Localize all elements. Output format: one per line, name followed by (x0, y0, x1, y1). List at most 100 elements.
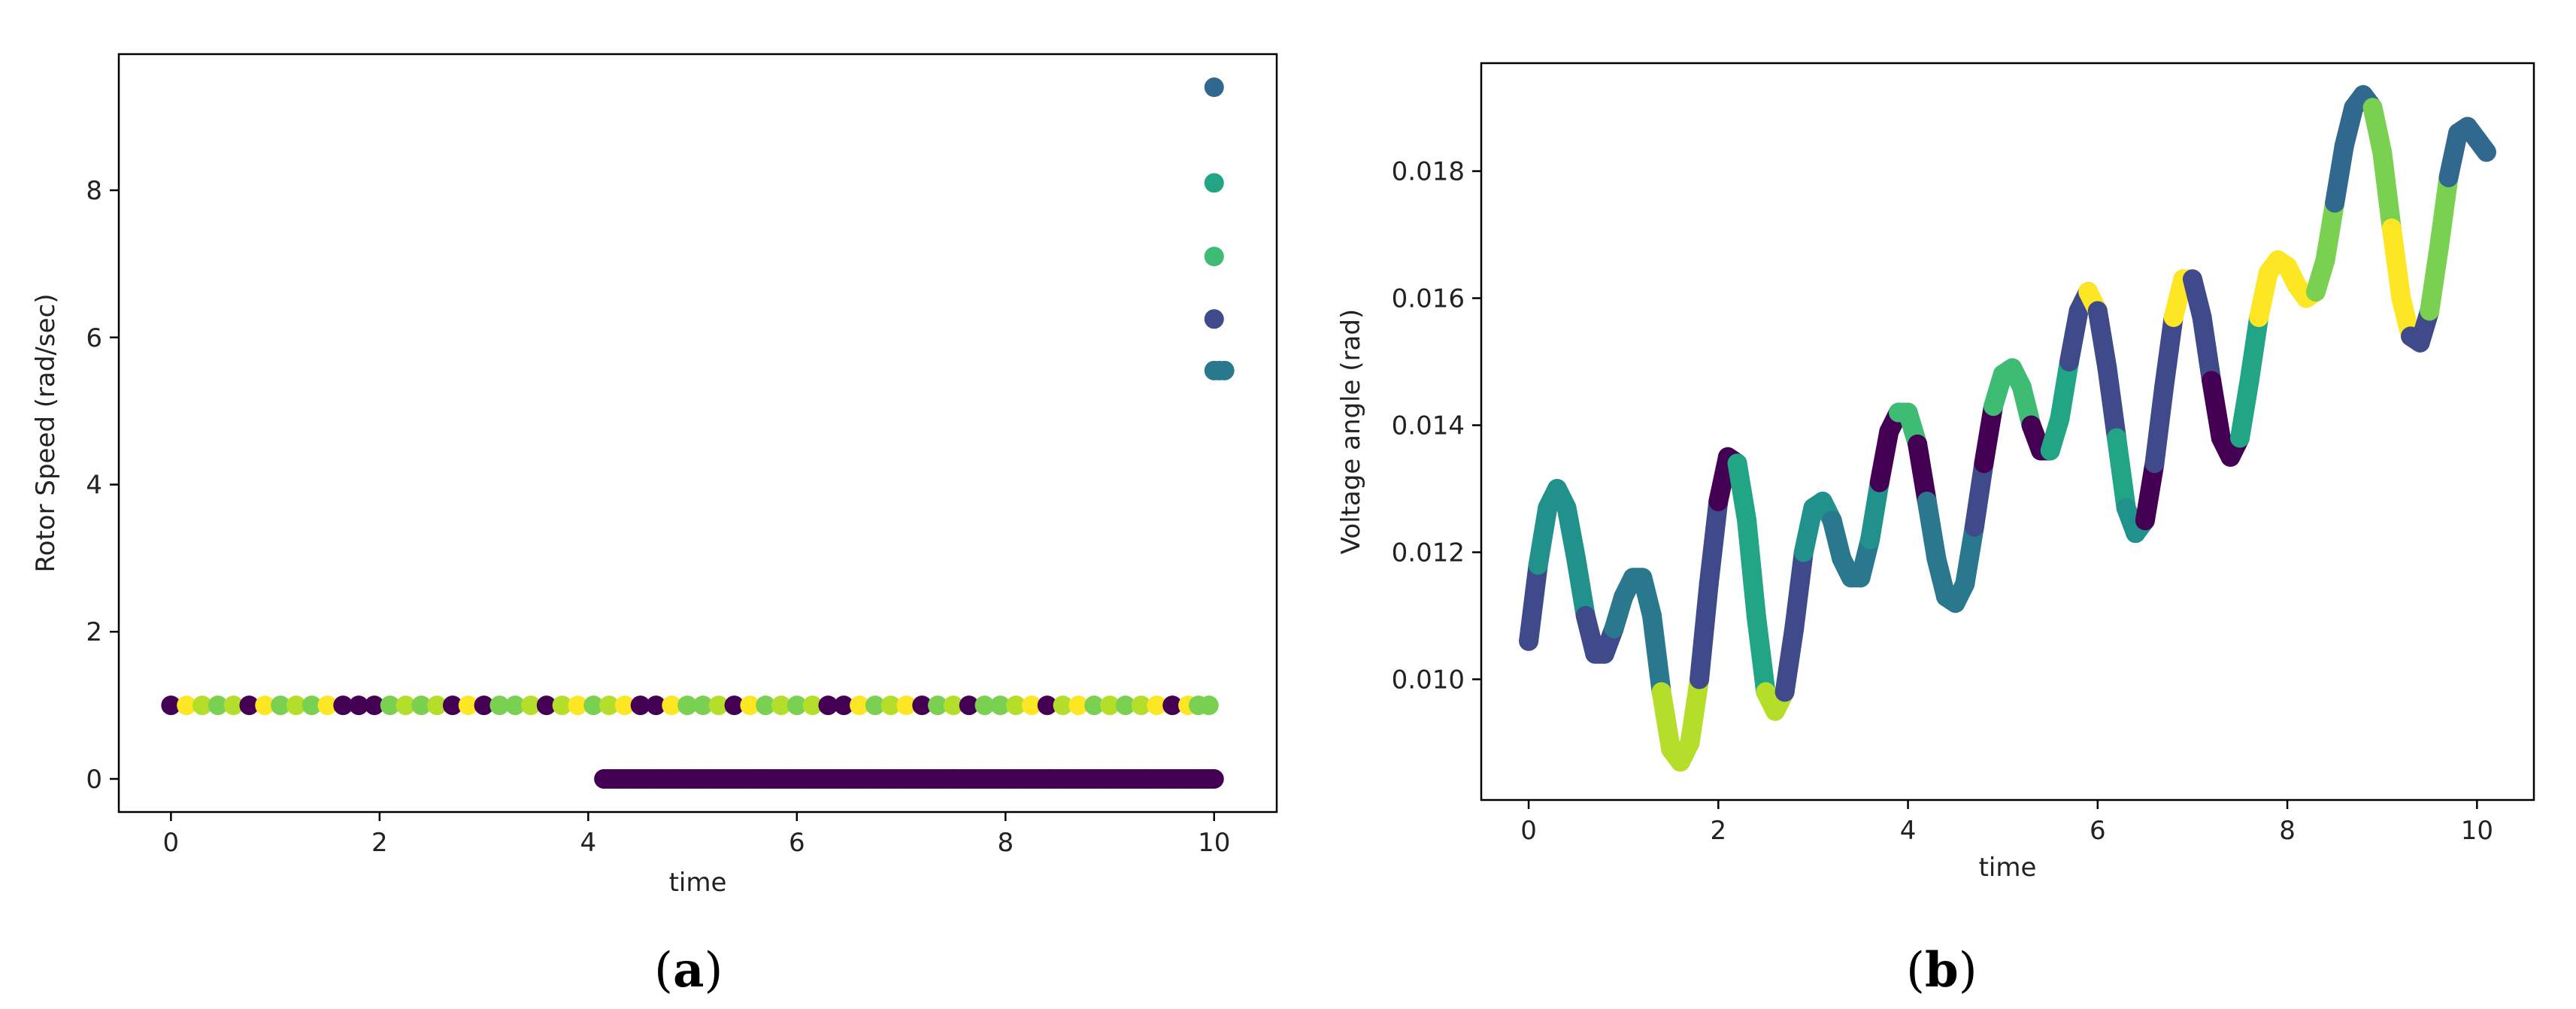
panel-a-point (1162, 695, 1183, 716)
panel-b-x-tick-label: 10 (2461, 816, 2493, 846)
panel-b-line-segment (1690, 574, 1719, 689)
panel-b-line-segment (1737, 511, 1766, 626)
panel-a-point (1100, 695, 1120, 716)
panel-a-marks (161, 77, 1235, 789)
panel-a-point (521, 695, 541, 716)
panel-a-point (771, 695, 791, 716)
panel-a-x-tick-label: 8 (997, 828, 1014, 858)
panel-a-y-tick-label: 6 (86, 323, 102, 353)
panel-b-line-segment (1774, 618, 1805, 702)
panel-a-point (912, 695, 932, 716)
panel-a-point (974, 695, 995, 716)
panel-b-y-tick-label: 0.018 (1392, 157, 1465, 187)
panel-a-y-ticks: 0 2 4 6 8 (86, 176, 119, 795)
panel-a-point (724, 695, 744, 716)
panel-b-line-segment (1699, 491, 1729, 594)
panel-b-y-tick-label: 0.014 (1392, 411, 1465, 441)
panel-a-point (786, 695, 807, 716)
panel-a-point (646, 695, 666, 716)
panel-a-point (458, 695, 478, 716)
panel-a-point (302, 695, 322, 716)
panel-b-y-ticks: 0.010 0.012 0.014 0.016 0.018 (1392, 157, 1481, 695)
panel-b-label: (b) (1906, 942, 1977, 998)
panel-a-point (1084, 695, 1105, 716)
panel-a-point (896, 695, 917, 716)
panel-a-point (865, 695, 885, 716)
panel-b-line-segment (2467, 129, 2496, 162)
panel-a-point (239, 695, 259, 716)
panel-a-label: (a) (654, 942, 723, 998)
panel-a-point (192, 695, 212, 716)
panel-b-x-tick-label: 8 (2279, 816, 2296, 846)
panel-a-point (1214, 360, 1235, 380)
panel-a-y-tick-label: 0 (86, 765, 102, 795)
panel-a-plot-area (117, 53, 1278, 814)
panel-a-point (1204, 173, 1224, 193)
panel-a-point (568, 695, 588, 716)
panel-a-point (880, 695, 901, 716)
panel-a-point (583, 695, 604, 716)
panel-b-line-segment (2429, 168, 2459, 257)
panel-a-point (756, 695, 776, 716)
panel-a-point (474, 695, 494, 716)
panel-a-point (1006, 695, 1026, 716)
panel-a-point (1204, 247, 1224, 267)
panel-b-x-tick-label: 0 (1520, 816, 1537, 846)
panel-a-point (208, 695, 228, 716)
panel-a-x-tick-label: 4 (580, 828, 597, 858)
panel-b-y-tick-label: 0.010 (1392, 665, 1465, 695)
panel-a-point (489, 695, 510, 716)
panel-a-point (552, 695, 572, 716)
panel-b: 0 2 4 6 8 10 0.010 0.012 0.014 0.016 0.018 time V… (1336, 62, 2535, 998)
panel-a-y-tick-label: 4 (86, 471, 102, 501)
panel-a-y-tick-label: 8 (86, 176, 102, 206)
panel-a-point (442, 695, 462, 716)
panel-b-y-tick-label: 0.016 (1392, 284, 1465, 314)
panel-a-point (1053, 695, 1073, 716)
panel-a-point (1021, 695, 1041, 716)
panel-a-point (990, 695, 1011, 716)
panel-b-line-segment (1746, 606, 1776, 702)
panel-a-point (630, 695, 650, 716)
panel-a-x-tick-label: 6 (789, 828, 805, 858)
panel-b-marks (1519, 85, 2496, 772)
panel-a-x-tick-label: 0 (163, 828, 180, 858)
panel-b-line-segment (2144, 377, 2174, 474)
panel-a-x-axis-title: time (669, 868, 727, 898)
panel-a-point (380, 695, 400, 716)
panel-a-point (1147, 695, 1167, 716)
panel-a-point (599, 695, 620, 716)
panel-a-point (928, 695, 948, 716)
panel-b-y-tick-label: 0.012 (1392, 538, 1465, 568)
panel-a-point (333, 695, 353, 716)
panel-b-line-segment (1680, 669, 1710, 753)
panel-a-point (395, 695, 416, 716)
panel-a-point (943, 695, 963, 716)
panel-a-point (177, 695, 197, 716)
panel-a-point (1204, 77, 1224, 98)
panel-a: 0 2 4 6 8 10 0 2 4 6 8 time Rotor Speed (rad/sec)… (31, 53, 1278, 998)
panel-b-plot-area (1480, 62, 2535, 801)
panel-b-x-tick-label: 4 (1900, 816, 1917, 846)
panel-a-point (1115, 695, 1135, 716)
panel-b-line-segment (2381, 218, 2411, 308)
panel-b-line-segment (1519, 555, 1548, 651)
panel-b-x-ticks: 0 2 4 6 8 10 (1520, 800, 2493, 846)
panel-b-line-segment (2154, 307, 2184, 397)
panel-a-point (286, 695, 306, 716)
panel-b-line-segment (1784, 542, 1814, 638)
panel-a-point (317, 695, 338, 716)
panel-a-point (411, 695, 432, 716)
panel-a-point (959, 695, 979, 716)
panel-a-point (708, 695, 729, 716)
panel-b-line-segment (2107, 428, 2136, 518)
panel-a-point (223, 695, 244, 716)
panel-a-point (614, 695, 635, 716)
panel-b-line-segment (2097, 358, 2127, 448)
panel-a-point (1068, 695, 1089, 716)
panel-a-point (427, 695, 447, 716)
panel-a-point (692, 695, 713, 716)
panel-b-line-segment (2239, 307, 2269, 391)
panel-a-point (271, 695, 291, 716)
